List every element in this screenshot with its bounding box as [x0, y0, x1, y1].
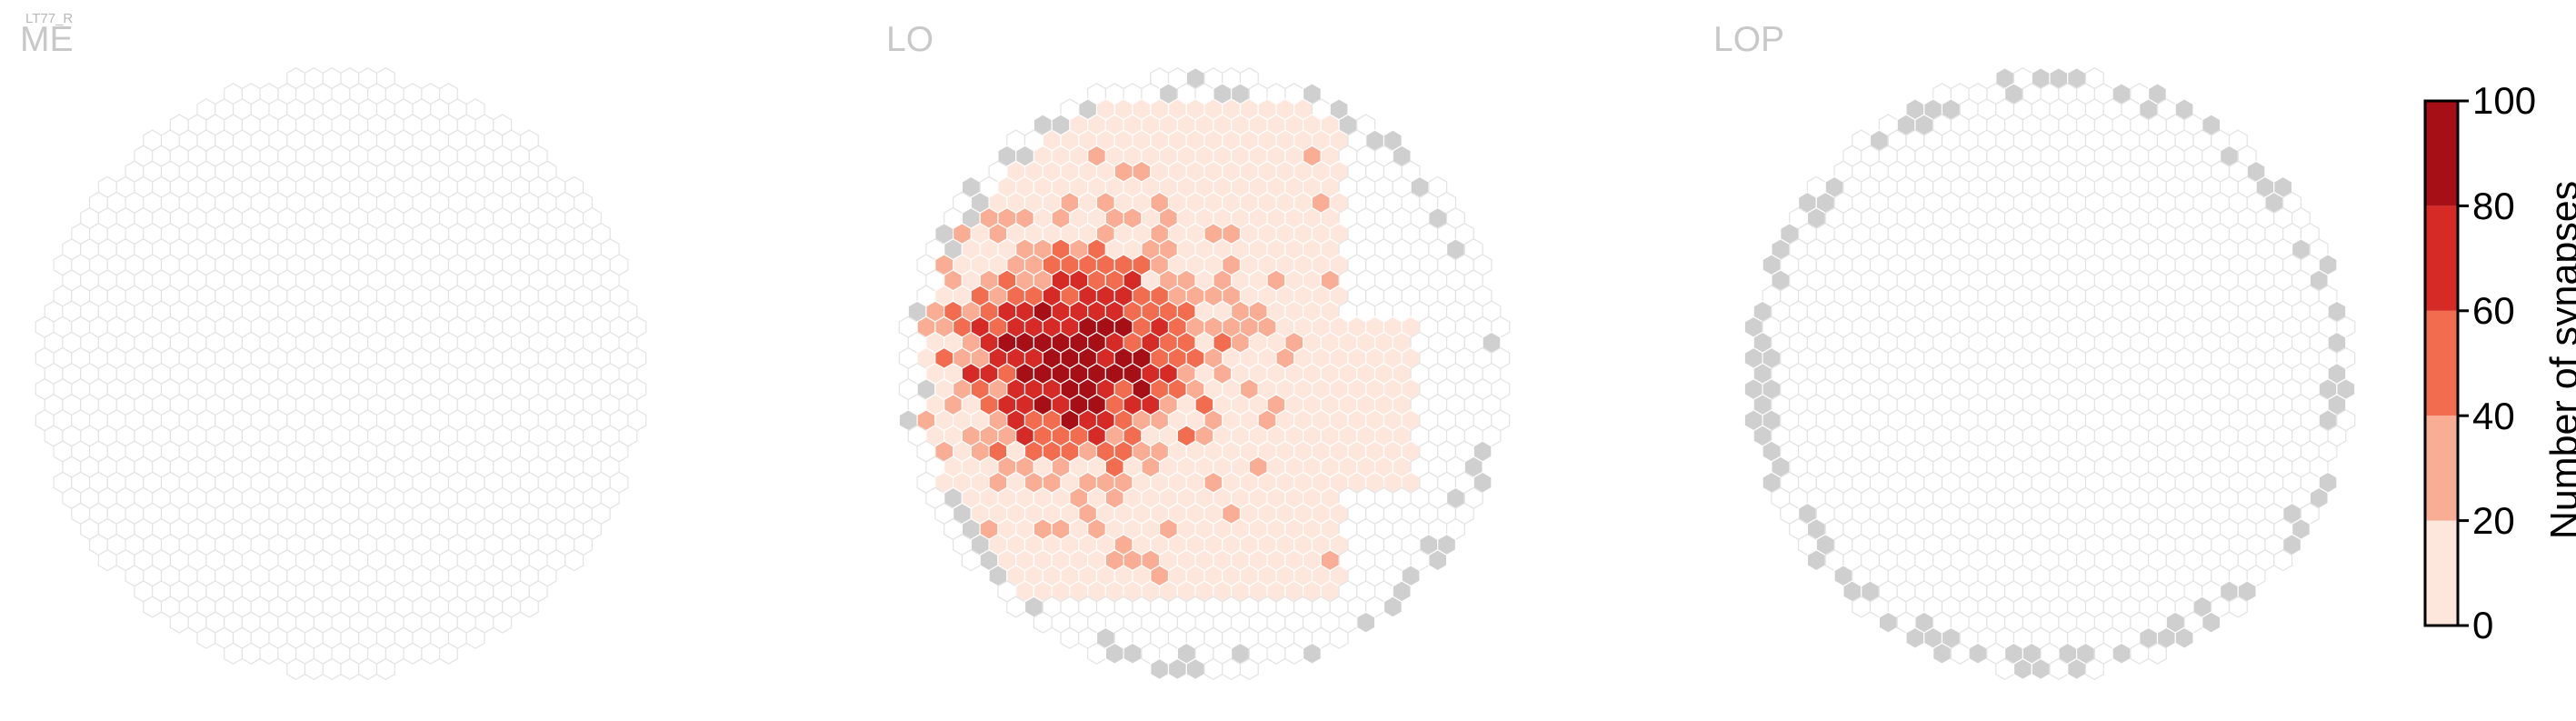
panel-me-grid: [35, 67, 647, 680]
hex-column-972: [2228, 596, 2248, 618]
hex-column-951: [1852, 596, 1872, 618]
colorbar-bin-2: [2425, 310, 2458, 416]
hex-column-1022: [1167, 657, 1187, 680]
hex-column-877: [1806, 549, 1826, 572]
cell-type-label: LT77_R: [25, 11, 74, 26]
hex-column-991: [1356, 611, 1376, 634]
panel-lop-grid: [1743, 67, 2356, 680]
hex-column-992: [1905, 626, 1925, 649]
hex-column-992: [1060, 626, 1080, 649]
colorbar-title: Number of synapses: [2542, 180, 2576, 540]
colorbar-bin-1: [2425, 416, 2458, 521]
hex-column-1026: [1239, 657, 1259, 680]
hex-column-1007: [2174, 626, 2194, 649]
hex-column-1022: [304, 657, 324, 680]
colorbar-tick-label-100: 100: [2472, 79, 2537, 122]
hex-column-903: [2273, 549, 2293, 572]
hex-column-991: [493, 611, 513, 634]
hex-column-1018: [2112, 642, 2132, 665]
panel-title-lo: LO: [886, 20, 934, 59]
hex-column-1025: [1222, 657, 1242, 680]
hex-column-1020: [1303, 642, 1322, 665]
hex-column-1018: [1266, 642, 1286, 665]
hex-column-1023: [1185, 657, 1205, 680]
hex-column-1010: [1968, 642, 1988, 665]
hex-column-1008: [224, 642, 243, 665]
hex-column-951: [1006, 596, 1026, 618]
hex-column-1007: [1329, 626, 1349, 649]
colorbar-bin-3: [2425, 205, 2458, 311]
hex-column-1024: [340, 657, 360, 680]
hex-column-973: [1878, 611, 1898, 634]
hex-column-1019: [421, 642, 441, 665]
hex-column-972: [519, 596, 539, 618]
panel-lo-grid: [898, 67, 1511, 680]
hex-column-1019: [2130, 642, 2150, 665]
hex-column-1018: [403, 642, 423, 665]
hex-column-1020: [2148, 642, 2167, 665]
hex-column-1008: [1087, 642, 1106, 665]
hex-column-1021: [1150, 657, 1170, 680]
hex-column-1026: [2084, 657, 2104, 680]
colorbar: [2423, 99, 2469, 627]
colorbar-tick-label-60: 60: [2472, 289, 2515, 332]
hex-column-877: [97, 549, 117, 572]
hex-column-1008: [1932, 642, 1952, 665]
colorbar-bin-4: [2425, 101, 2458, 206]
hex-column-1023: [322, 657, 342, 680]
hex-column-1025: [358, 657, 378, 680]
hex-column-1019: [1284, 642, 1304, 665]
hex-column-1021: [286, 657, 306, 680]
hex-column-991: [2202, 611, 2222, 634]
panel-title-lop: LOP: [1713, 20, 1785, 59]
colorbar-tick-label-0: 0: [2472, 604, 2494, 646]
colorbar-bin-0: [2425, 520, 2458, 626]
hex-column-973: [1033, 611, 1053, 634]
hex-column-1007: [465, 626, 485, 649]
colorbar-tick-label-40: 40: [2472, 395, 2515, 437]
hex-column-992: [196, 626, 216, 649]
hex-column-1021: [1995, 657, 2015, 680]
hex-column-973: [169, 611, 189, 634]
hex-column-1020: [439, 642, 458, 665]
hex-column-1009: [1104, 642, 1124, 665]
hex-column-1009: [241, 642, 261, 665]
hex-column-972: [1383, 596, 1403, 618]
hex-column-1024: [1203, 657, 1223, 680]
hex-column-1010: [1123, 642, 1143, 665]
hex-column-1023: [2031, 657, 2051, 680]
hex-column-1025: [2067, 657, 2087, 680]
hex-column-903: [1428, 549, 1448, 572]
hex-column-1010: [259, 642, 279, 665]
hex-column-1022: [2012, 657, 2032, 680]
panel-title-me: ME: [20, 20, 74, 59]
colorbar-tick-label-80: 80: [2472, 185, 2515, 227]
hex-column-877: [961, 549, 981, 572]
colorbar-tick-label-20: 20: [2472, 499, 2515, 542]
hex-column-1026: [375, 657, 395, 680]
hex-column-951: [143, 596, 163, 618]
hex-column-1009: [1950, 642, 1970, 665]
hex-column-903: [564, 549, 584, 572]
hex-column-1024: [2049, 657, 2069, 680]
